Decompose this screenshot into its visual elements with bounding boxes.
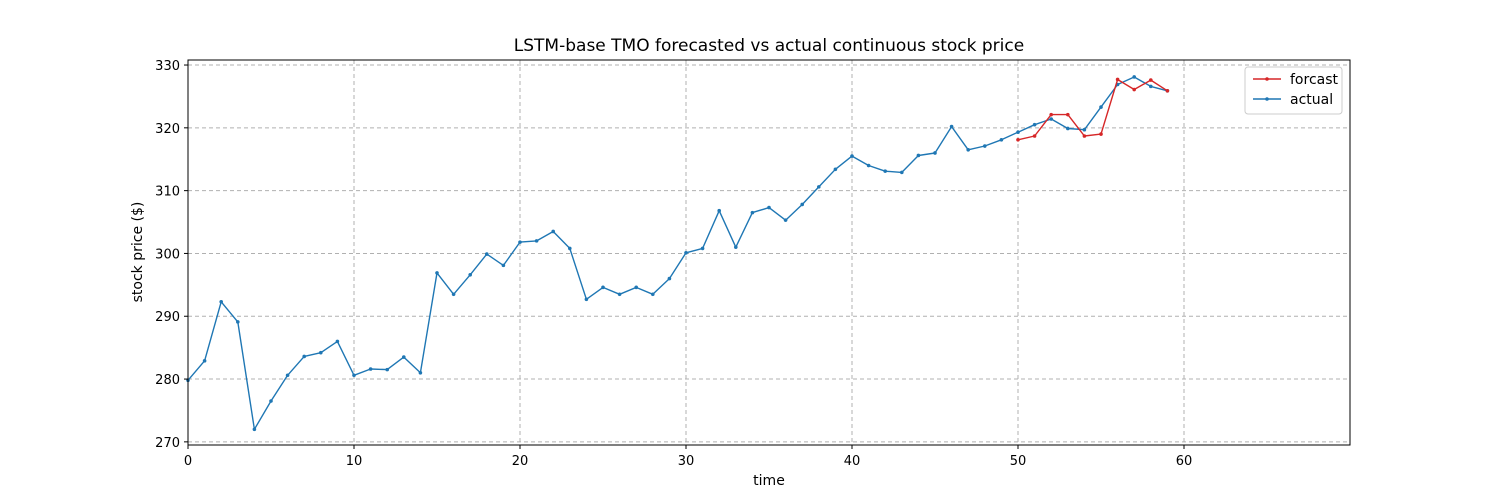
- data-point-actual: [866, 163, 871, 168]
- data-point-actual: [402, 355, 406, 359]
- legend: forcast actual: [1244, 66, 1343, 115]
- data-point-actual: [236, 320, 240, 324]
- data-point-actual: [451, 292, 456, 297]
- axis-ticks: 0 10 20 30 40 50 60 270 280 290 300 310 320 330: [155, 59, 1192, 469]
- data-point-actual: [1099, 105, 1103, 109]
- data-point-actual: [584, 297, 589, 302]
- data-point-actual: [601, 285, 605, 290]
- data-point-actual: [916, 153, 921, 158]
- data-point-actual: [700, 246, 705, 251]
- data-point-actual: [518, 240, 522, 244]
- data-point-actual: [302, 354, 307, 359]
- data-point-actual: [684, 251, 688, 255]
- data-point-forcast: [1099, 132, 1103, 136]
- data-point-actual: [335, 339, 340, 344]
- data-point-forcast: [1032, 134, 1037, 138]
- series-forcast: [1016, 77, 1170, 142]
- data-point-actual: [435, 271, 439, 275]
- series-layer: [186, 75, 1170, 432]
- data-point-forcast: [1066, 112, 1070, 117]
- data-point-actual: [385, 367, 390, 372]
- data-point-actual: [252, 427, 257, 432]
- data-point-actual: [817, 185, 821, 189]
- data-point-forcast: [1016, 137, 1020, 142]
- data-point-actual: [767, 205, 771, 210]
- data-point-actual: [202, 359, 207, 363]
- x-tick-label: 50: [1010, 454, 1027, 469]
- data-point-forcast: [1115, 77, 1120, 82]
- x-tick-label: 0: [184, 454, 192, 469]
- data-point-actual: [734, 245, 738, 249]
- plot-frame: [187, 59, 1351, 446]
- data-point-actual: [883, 169, 887, 173]
- data-point-actual: [949, 124, 954, 129]
- data-point-actual: [568, 246, 572, 251]
- data-point-actual: [418, 370, 423, 375]
- y-tick-label: 320: [155, 122, 180, 137]
- y-tick-label: 290: [155, 310, 180, 325]
- data-point-forcast: [1165, 88, 1170, 93]
- data-point-actual: [501, 263, 506, 268]
- legend-label-actual: actual: [1290, 92, 1333, 108]
- data-point-actual: [468, 272, 473, 277]
- data-point-actual: [1016, 130, 1020, 135]
- data-point-actual: [983, 144, 987, 148]
- data-point-actual: [285, 373, 290, 378]
- data-point-actual: [1132, 75, 1136, 79]
- data-point-actual: [750, 210, 755, 215]
- x-tick-label: 20: [512, 454, 529, 469]
- data-point-actual: [368, 367, 373, 371]
- data-point-actual: [634, 285, 638, 290]
- data-point-actual: [833, 167, 838, 172]
- legend-marker-forcast: [1265, 77, 1269, 81]
- data-point-actual: [850, 154, 854, 158]
- legend-entries: forcast actual: [1253, 72, 1339, 108]
- y-tick-label: 280: [155, 373, 180, 388]
- y-axis-label: stock price ($): [130, 202, 146, 303]
- x-tick-label: 30: [678, 454, 695, 469]
- data-point-actual: [551, 229, 555, 234]
- data-point-actual: [1149, 84, 1153, 89]
- data-point-actual: [900, 170, 904, 175]
- series-actual: [186, 75, 1170, 432]
- data-point-forcast: [1049, 112, 1053, 117]
- data-point-actual: [1082, 127, 1087, 132]
- data-point-forcast: [1149, 78, 1153, 82]
- y-tick-label: 310: [155, 185, 180, 200]
- y-tick-label: 300: [155, 247, 180, 262]
- data-point-actual: [717, 208, 721, 213]
- data-point-actual: [319, 350, 323, 355]
- x-tick-label: 60: [1176, 454, 1193, 469]
- data-point-actual: [999, 137, 1004, 142]
- data-point-actual: [617, 292, 622, 297]
- chart-title: LSTM-base TMO forecasted vs actual conti…: [514, 36, 1024, 56]
- data-point-actual: [485, 252, 489, 256]
- data-point-actual: [269, 399, 273, 403]
- series-line-forcast: [1017, 78, 1168, 141]
- data-point-actual: [1032, 122, 1037, 127]
- data-point-actual: [1049, 117, 1053, 121]
- data-point-actual: [1066, 126, 1070, 131]
- data-point-forcast: [1132, 87, 1136, 92]
- data-point-actual: [933, 151, 937, 155]
- data-point-actual: [800, 202, 804, 207]
- legend-label-forcast: forcast: [1290, 72, 1339, 88]
- y-tick-label: 270: [155, 436, 180, 451]
- legend-marker-actual: [1265, 97, 1269, 101]
- data-point-actual: [219, 300, 223, 304]
- data-point-actual: [966, 148, 970, 152]
- data-point-actual: [534, 239, 539, 243]
- x-tick-label: 10: [346, 454, 363, 469]
- series-line-actual: [187, 76, 1168, 430]
- data-point-actual: [667, 276, 672, 281]
- data-point-actual: [352, 373, 356, 378]
- data-point-actual: [783, 218, 788, 222]
- y-tick-label: 330: [155, 59, 180, 74]
- data-point-forcast: [1082, 134, 1087, 138]
- data-point-actual: [651, 292, 655, 297]
- x-axis-label: time: [753, 473, 785, 489]
- x-tick-label: 40: [844, 454, 861, 469]
